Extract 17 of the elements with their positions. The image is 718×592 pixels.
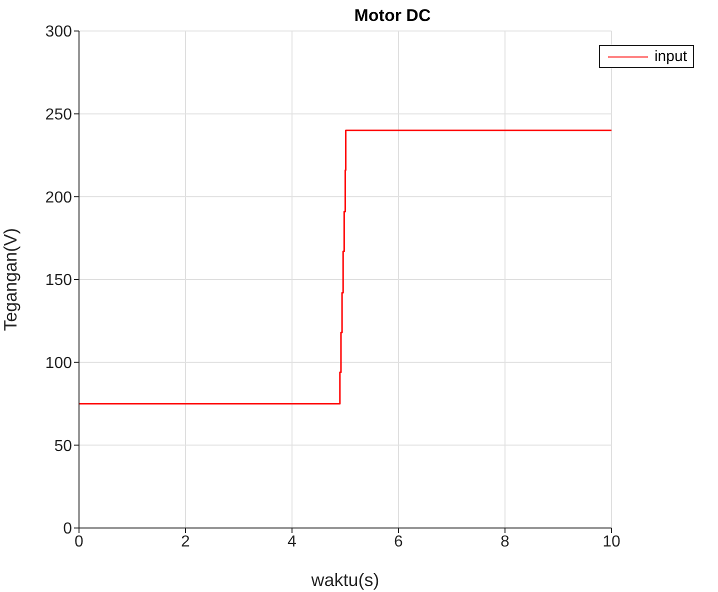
y-tick-label: 0 bbox=[63, 520, 72, 538]
legend-label: input bbox=[654, 48, 687, 65]
y-tick-label: 100 bbox=[45, 355, 72, 372]
x-tick-label: 10 bbox=[602, 533, 620, 550]
x-tick-label: 0 bbox=[74, 533, 84, 550]
y-tick-label: 150 bbox=[45, 272, 72, 290]
x-axis-title: waktu(s) bbox=[310, 570, 380, 590]
x-tick-label: 8 bbox=[500, 533, 510, 550]
y-tick-label: 200 bbox=[45, 189, 72, 206]
y-tick-label: 50 bbox=[54, 438, 72, 455]
chart-title: Motor DC bbox=[353, 6, 432, 26]
x-tick-label: 2 bbox=[181, 533, 190, 550]
y-tick-label: 300 bbox=[45, 24, 72, 41]
y-axis-title: Tegangan(V) bbox=[0, 228, 20, 332]
y-tick-label: 250 bbox=[45, 106, 72, 124]
x-tick-label: 6 bbox=[394, 533, 404, 550]
x-tick-label: 4 bbox=[288, 533, 297, 550]
